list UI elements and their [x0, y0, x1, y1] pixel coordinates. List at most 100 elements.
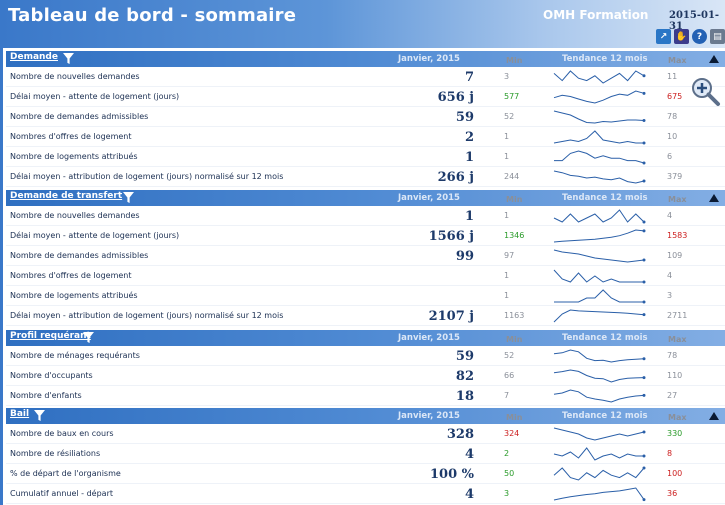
metric-label: Nombre d'occupants	[10, 371, 93, 380]
sparkline-last-point	[642, 119, 646, 122]
top-bar: Tableau de bord - sommaire OMH Formation…	[0, 0, 725, 48]
metric-label: Délai moyen - attente de logement (jours…	[10, 231, 180, 240]
sparkline-last-point	[642, 376, 646, 380]
section-title[interactable]: Profil requérant	[10, 331, 91, 341]
metric-label: Nombres d'offres de logement	[10, 132, 132, 141]
metric-min: 97	[504, 251, 515, 260]
column-header-max: Max	[668, 195, 687, 204]
sparkline-path	[553, 130, 644, 144]
sparkline	[553, 269, 646, 284]
metric-max: 27	[667, 391, 678, 400]
metric-min: 244	[504, 172, 520, 181]
sparkline-last-point	[642, 179, 646, 183]
zoom-in-icon[interactable]	[690, 76, 722, 108]
sparkline	[553, 229, 646, 243]
report-date: 2015-01-31	[669, 10, 720, 32]
metric-max: 100	[667, 469, 683, 478]
sparkline-path	[553, 487, 645, 501]
prog-icon[interactable]: ✋	[674, 29, 689, 44]
collapse-icon[interactable]	[709, 412, 719, 420]
sparkline-last-point	[642, 280, 646, 284]
collapse-icon[interactable]	[709, 194, 719, 202]
metric-min: 324	[504, 429, 520, 438]
column-header-trend: Tendance 12 mois	[562, 193, 648, 203]
metric-min: 1	[504, 211, 510, 220]
metric-min: 1	[504, 132, 510, 141]
sparkline-path	[553, 269, 644, 283]
print-icon[interactable]: ▤	[710, 29, 725, 44]
metric-value: 2107 j	[428, 309, 474, 324]
metric-min: 52	[504, 351, 515, 360]
metric-label: Nombres d'offres de logement	[10, 271, 132, 280]
filter-icon[interactable]	[34, 410, 45, 421]
filter-icon[interactable]	[63, 53, 74, 64]
metric-value: 266 j	[437, 170, 474, 185]
table-row: Délai moyen - attente de logement (jours…	[6, 226, 725, 246]
metric-value: 99	[455, 249, 474, 264]
table-row: Nombre de logements attribués 1 1 6	[6, 147, 725, 167]
table-row: Cumulatif annuel - départ 4 3 36	[6, 484, 725, 504]
metric-min: 1163	[504, 311, 525, 320]
sparkline	[553, 170, 646, 184]
column-header-min: Min	[506, 195, 523, 204]
page-title: Tableau de bord - sommaire	[8, 5, 297, 26]
section-header: Bail Janvier, 2015 Min Tendance 12 mois Max	[6, 408, 725, 424]
metric-min: 577	[504, 92, 520, 101]
chart-icon[interactable]: ↗	[656, 29, 671, 44]
metric-max: 1583	[667, 231, 688, 240]
sparkline-last-point	[642, 430, 646, 434]
metric-min: 52	[504, 112, 515, 121]
filter-icon[interactable]	[83, 332, 94, 343]
metric-max: 330	[667, 429, 683, 438]
table-row: Nombres d'offres de logement 2 1 10	[6, 127, 725, 147]
filter-icon[interactable]	[123, 192, 134, 203]
section-title[interactable]: Demande	[10, 52, 58, 62]
table-row: Nombre de résiliations 4 2 8	[6, 444, 725, 464]
sparkline-last-point	[642, 357, 646, 361]
table-row: % de départ de l'organisme 100 % 50 100	[6, 464, 725, 484]
metric-value: 4	[464, 447, 474, 462]
section-title[interactable]: Demande de transfert	[10, 191, 123, 201]
metric-value: 18	[455, 389, 474, 404]
column-header-max: Max	[668, 335, 687, 344]
column-header-min: Min	[506, 56, 523, 65]
column-header-min: Min	[506, 335, 523, 344]
collapse-icon[interactable]	[709, 55, 719, 63]
metric-label: Délai moyen - attribution de logement (j…	[10, 172, 284, 181]
metric-max: 109	[667, 251, 683, 260]
sparkline-path	[553, 349, 645, 363]
section-header: Profil requérant Janvier, 2015 Min Tendance…	[6, 330, 725, 346]
sparkline-path	[553, 249, 645, 263]
metric-label: Nombre de ménages requérants	[10, 351, 140, 360]
sparkline-last-point	[642, 220, 646, 224]
metric-max: 675	[667, 92, 683, 101]
metric-max: 379	[667, 172, 683, 181]
metric-label: Nombre de baux en cours	[10, 429, 114, 438]
metric-value: 4	[464, 487, 474, 502]
sparkline-last-point	[642, 498, 646, 502]
sparkline-path	[553, 209, 645, 223]
table-row: Délai moyen - attribution de logement (j…	[6, 306, 725, 326]
sparkline	[553, 466, 646, 481]
metric-label: Nombre de nouvelles demandes	[10, 72, 140, 81]
sparkline-path	[553, 309, 645, 323]
metric-value: 82	[455, 369, 474, 384]
metric-label: Délai moyen - attribution de logement (j…	[10, 311, 284, 320]
sparkline-last-point	[642, 454, 646, 458]
help-icon[interactable]: ?	[692, 29, 707, 44]
metric-value: 328	[446, 427, 474, 442]
metric-label: Délai moyen - attente de logement (jours…	[10, 92, 180, 101]
metric-label: Nombre de résiliations	[10, 449, 101, 458]
table-row: Nombre de baux en cours 328 324 330	[6, 424, 725, 444]
metric-label: Nombre d'enfants	[10, 391, 82, 400]
sparkline	[553, 130, 646, 145]
metric-min: 66	[504, 371, 515, 380]
metric-value: 7	[464, 70, 474, 85]
metric-max: 6	[667, 152, 673, 161]
metric-min: 2	[504, 449, 510, 458]
section-title[interactable]: Bail	[10, 409, 30, 419]
table-row: Nombre d'occupants 82 66 110	[6, 366, 725, 386]
sparkline	[553, 447, 646, 461]
section-0: Demande Janvier, 2015 Min Tendance 12 mois M…	[6, 51, 725, 187]
metric-max: 11	[667, 72, 678, 81]
